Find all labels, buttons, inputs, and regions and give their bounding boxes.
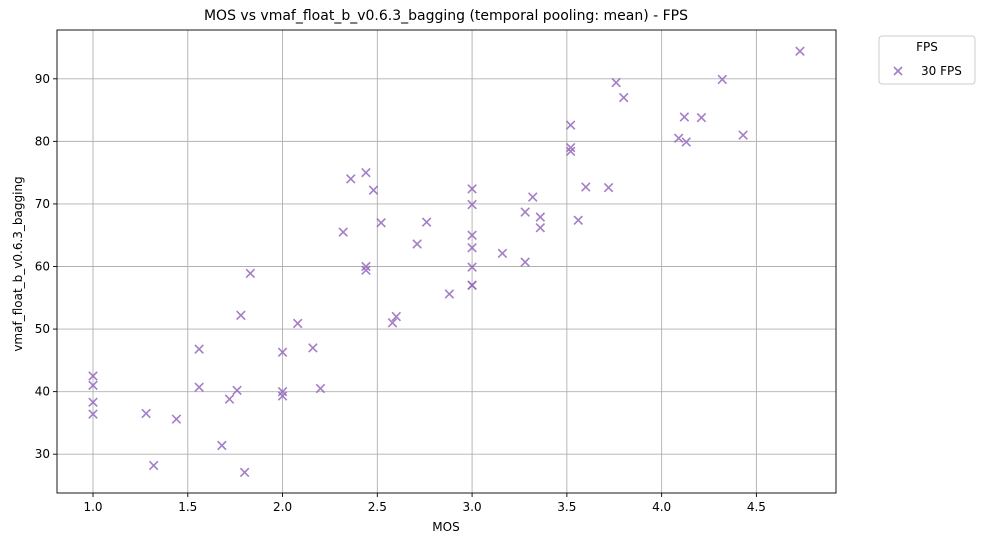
x-tick-label: 3.5 <box>557 500 576 514</box>
data-point <box>368 185 379 195</box>
data-point <box>618 92 629 103</box>
x-tick-label: 4.5 <box>747 500 766 514</box>
data-point <box>467 184 477 194</box>
data-point <box>361 265 371 276</box>
data-point <box>467 199 477 210</box>
data-point <box>696 112 707 123</box>
x-tick-label: 1.0 <box>83 500 102 514</box>
data-point <box>361 261 371 272</box>
x-tick-label: 4.0 <box>652 500 671 514</box>
data-point <box>277 386 288 397</box>
y-tick-label: 40 <box>35 385 50 399</box>
legend-title: FPS <box>916 40 938 54</box>
data-point <box>88 409 98 419</box>
y-tick-label: 50 <box>35 322 50 336</box>
y-tick-label: 30 <box>35 447 50 461</box>
legend-label: 30 FPS <box>921 64 962 78</box>
data-point <box>88 371 98 381</box>
data-point <box>535 222 546 233</box>
data-point <box>581 182 591 192</box>
data-point <box>535 212 546 222</box>
data-point <box>467 262 477 272</box>
y-tick-label: 70 <box>35 197 50 211</box>
data-point <box>497 248 508 259</box>
x-tick-label: 1.5 <box>178 500 197 514</box>
x-axis-ticks: 1.0 1.5 2.0 2.5 3.0 3.5 4.0 4.5 <box>83 493 766 514</box>
x-tick-label: 2.0 <box>273 500 292 514</box>
data-point <box>565 142 576 153</box>
data-point <box>141 408 151 419</box>
data-point <box>391 311 402 322</box>
y-tick-label: 80 <box>35 134 50 148</box>
data-point <box>738 130 748 140</box>
data-point <box>224 394 235 404</box>
data-points <box>88 46 805 478</box>
data-point <box>467 242 477 253</box>
data-point <box>520 207 530 217</box>
data-point <box>232 385 242 396</box>
data-point <box>679 112 690 122</box>
data-point <box>412 239 422 249</box>
data-point <box>717 74 728 85</box>
y-axis-ticks: 30 40 50 60 70 80 90 <box>35 72 57 461</box>
data-point <box>171 414 182 424</box>
data-point <box>245 268 256 279</box>
data-point <box>292 318 303 329</box>
y-tick-label: 90 <box>35 72 50 86</box>
data-point <box>387 318 398 328</box>
data-point <box>239 467 250 478</box>
plot-frame <box>56 29 837 494</box>
data-point <box>565 146 576 157</box>
data-point <box>236 310 246 321</box>
data-point <box>277 391 288 401</box>
data-point <box>527 192 538 202</box>
data-point <box>315 383 326 394</box>
data-point <box>194 382 204 393</box>
data-point <box>611 77 621 88</box>
data-point <box>88 380 98 391</box>
legend-box <box>878 35 976 85</box>
data-point <box>421 217 432 227</box>
data-point <box>217 440 227 451</box>
data-point <box>565 120 576 130</box>
data-point <box>681 137 692 147</box>
data-point <box>194 344 204 354</box>
x-tick-label: 2.5 <box>368 500 387 514</box>
data-point <box>361 167 371 178</box>
y-tick-label: 60 <box>35 260 50 274</box>
grid-lines <box>57 30 836 493</box>
legend-marker-icon <box>893 66 903 76</box>
data-point <box>795 46 805 57</box>
data-point <box>148 460 159 471</box>
data-point <box>444 289 455 299</box>
x-axis-label: MOS <box>432 520 459 534</box>
data-point <box>467 230 477 240</box>
data-point <box>376 217 386 228</box>
data-point <box>573 215 583 225</box>
data-point <box>673 133 684 144</box>
data-point <box>88 397 98 408</box>
data-point <box>308 343 318 353</box>
x-tick-label: 3.0 <box>463 500 482 514</box>
data-point <box>467 280 477 291</box>
y-axis-label: vmaf_float_b_v0.6.3_bagging <box>11 176 25 351</box>
legend: FPS 30 FPS <box>878 35 976 85</box>
data-point <box>520 257 530 267</box>
data-point <box>346 174 356 184</box>
data-point <box>277 347 288 357</box>
data-point <box>603 182 614 193</box>
legend-marker-x <box>893 66 903 76</box>
data-point <box>338 227 348 237</box>
chart-title: MOS vs vmaf_float_b_v0.6.3_bagging (temp… <box>204 8 688 24</box>
